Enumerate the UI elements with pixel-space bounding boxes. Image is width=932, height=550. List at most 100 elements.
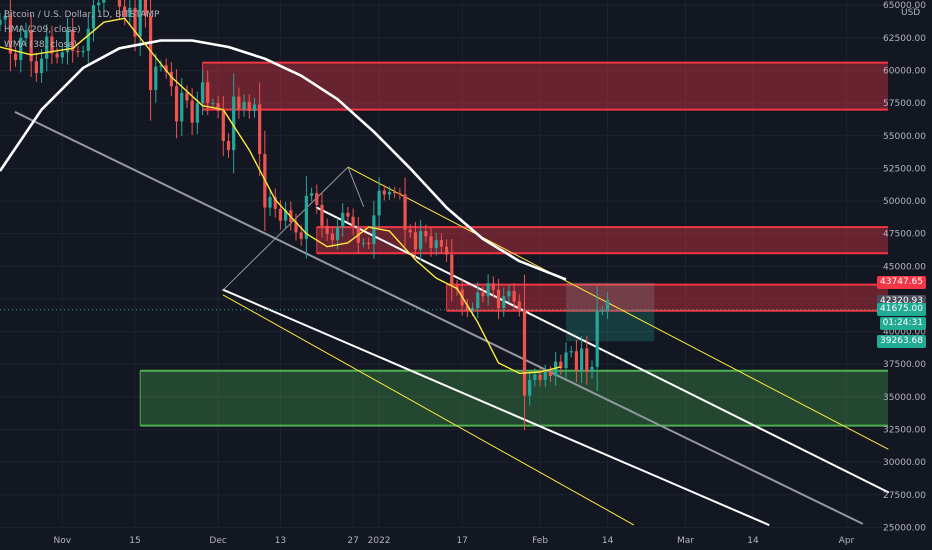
candle-body bbox=[143, 0, 148, 16]
candle-body bbox=[102, 0, 106, 3]
candle-body bbox=[8, 15, 12, 54]
candle-body bbox=[595, 310, 599, 367]
y-tick-label: 62500.00 bbox=[883, 34, 926, 44]
candle-body bbox=[574, 351, 579, 371]
candle-body bbox=[71, 30, 75, 51]
x-tick-label: 17 bbox=[456, 536, 467, 546]
candle-body bbox=[60, 52, 64, 58]
candle-body bbox=[164, 65, 168, 72]
candle-body bbox=[481, 292, 485, 297]
y-tick-label: 27500.00 bbox=[883, 491, 926, 501]
candle-body bbox=[258, 104, 262, 155]
hma-indicator-label[interactable]: HMA (209, close) bbox=[4, 25, 81, 35]
candle-body bbox=[39, 58, 44, 74]
candle-body bbox=[517, 301, 521, 310]
price-tag: 41675.00 bbox=[877, 303, 926, 317]
y-tick-label: 52500.00 bbox=[883, 164, 926, 174]
candle-body bbox=[123, 6, 127, 17]
candle-body bbox=[154, 66, 158, 91]
candle-body bbox=[543, 372, 547, 380]
candle-body bbox=[419, 231, 423, 250]
yellow-channel-lower bbox=[222, 294, 635, 526]
y-tick-label: 45000.00 bbox=[883, 262, 926, 272]
resistance-zone-top bbox=[202, 62, 889, 110]
candle-body bbox=[533, 374, 537, 380]
candle-body bbox=[29, 30, 33, 62]
candle-body bbox=[496, 289, 501, 309]
price-tag: 43747.65 bbox=[877, 276, 926, 290]
wma-indicator-label[interactable]: WMA (38, close) bbox=[4, 40, 78, 50]
candle-body bbox=[538, 374, 542, 380]
candle-body bbox=[382, 190, 386, 195]
candle-body bbox=[169, 71, 173, 87]
candle-body bbox=[325, 225, 329, 234]
candle-body bbox=[247, 101, 251, 111]
x-tick-label: Mar bbox=[677, 536, 694, 546]
x-tick-label: 15 bbox=[129, 536, 140, 546]
candle-body bbox=[24, 30, 28, 38]
candle-body bbox=[284, 210, 288, 221]
candle-body bbox=[185, 92, 189, 101]
candle-body bbox=[76, 50, 80, 53]
y-tick-label: 37500.00 bbox=[883, 360, 926, 370]
x-tick-label: 14 bbox=[747, 536, 759, 546]
symbol-title[interactable]: Bitcoin / U.S. Dollar, 1D, BITSTAMP bbox=[4, 10, 160, 20]
candle-body bbox=[50, 36, 54, 54]
candle-body bbox=[304, 195, 308, 239]
x-tick-label: Nov bbox=[54, 536, 72, 546]
candle-body bbox=[367, 242, 371, 245]
x-tick-label: 27 bbox=[347, 536, 358, 546]
candle-body bbox=[65, 30, 70, 53]
candle-body bbox=[444, 246, 449, 255]
candle-body bbox=[580, 348, 584, 371]
candle-body bbox=[548, 372, 553, 376]
candle-body bbox=[424, 231, 428, 237]
candle-body bbox=[450, 254, 454, 286]
candle-body bbox=[278, 208, 283, 221]
candle-body bbox=[91, 5, 96, 29]
wma-line bbox=[0, 17, 561, 374]
candle-body bbox=[206, 82, 210, 104]
candle-body bbox=[320, 204, 324, 226]
candle-body bbox=[81, 50, 85, 53]
candle-body bbox=[45, 36, 49, 59]
currency-label: USD bbox=[901, 8, 921, 18]
resistance-zone-middle bbox=[316, 227, 888, 254]
y-tick-label: 40000.00 bbox=[883, 328, 926, 338]
candle-body bbox=[590, 366, 594, 373]
candle-body bbox=[491, 283, 495, 290]
x-tick-label: 13 bbox=[275, 536, 286, 546]
candle-body bbox=[507, 291, 511, 297]
x-tick-label: 2022 bbox=[368, 536, 391, 546]
price-tag: 39263.68 bbox=[877, 334, 926, 348]
candle-body bbox=[268, 197, 272, 208]
x-tick-label: Dec bbox=[209, 536, 226, 546]
position-profit-area bbox=[566, 282, 655, 310]
candle-body bbox=[528, 379, 532, 396]
hma-line bbox=[0, 39, 567, 281]
candle-body bbox=[252, 104, 257, 111]
candle-body bbox=[439, 240, 444, 247]
y-tick-label: 25000.00 bbox=[883, 523, 926, 533]
candle-body bbox=[351, 216, 355, 228]
candle-body bbox=[180, 92, 184, 122]
candle-body bbox=[408, 229, 412, 233]
candle-body bbox=[434, 240, 438, 249]
y-tick-label: 60000.00 bbox=[883, 66, 926, 76]
candle-body bbox=[476, 292, 480, 309]
candle-body bbox=[361, 242, 366, 244]
candle-body bbox=[522, 309, 527, 396]
chart-legend: Bitcoin / U.S. Dollar, 1D, BITSTAMP HMA … bbox=[4, 8, 159, 53]
candle-body bbox=[221, 110, 225, 141]
candle-body bbox=[174, 86, 179, 122]
y-tick-label: 47500.00 bbox=[883, 230, 926, 240]
candle-body bbox=[315, 193, 319, 205]
candle-body bbox=[403, 194, 407, 230]
candle-body bbox=[387, 191, 392, 195]
candle-body bbox=[486, 283, 490, 297]
candle-body bbox=[55, 53, 59, 58]
pitchfork-handle-right bbox=[347, 166, 365, 207]
y-tick-label: 65000.00 bbox=[883, 1, 926, 11]
yellow-channel-upper bbox=[347, 166, 889, 450]
